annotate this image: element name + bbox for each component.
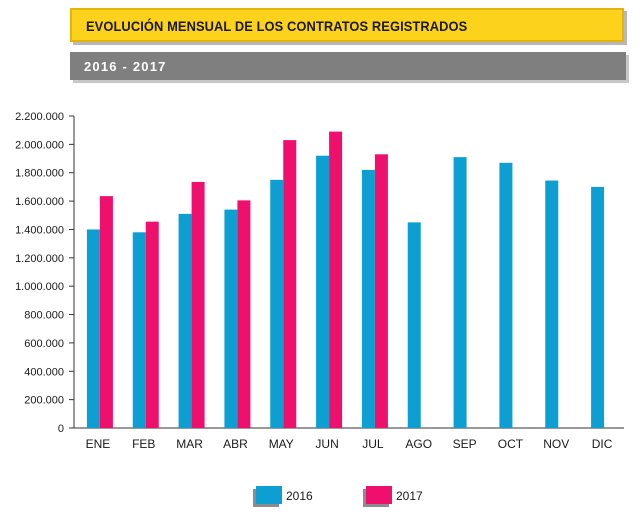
x-tick-label: FEB <box>132 437 155 451</box>
y-tick-label: 1.200.000 <box>15 253 64 265</box>
y-tick-label: 1.000.000 <box>15 281 64 293</box>
x-tick-label: JUN <box>315 437 338 451</box>
y-tick-label: 2.200.000 <box>15 111 64 123</box>
x-tick-label: MAY <box>269 437 294 451</box>
bar-2017-jul <box>374 154 388 429</box>
bar-2016-may <box>270 179 284 428</box>
bar-2016-sep <box>453 157 467 429</box>
legend-label-2016: 2016 <box>286 489 313 503</box>
bar-2016-nov <box>545 180 559 428</box>
bar-2017-feb <box>145 221 159 428</box>
x-tick-label: ENE <box>86 437 111 451</box>
y-tick-label: 800.000 <box>24 310 64 322</box>
bar-2016-jul <box>361 169 375 428</box>
x-tick-label: OCT <box>498 437 524 451</box>
bar-2016-ene <box>86 229 100 428</box>
bar-2017-may <box>283 140 297 429</box>
chart-title: EVOLUCIÓN MENSUAL DE LOS CONTRATOS REGIS… <box>86 18 468 34</box>
bar-2017-jun <box>329 131 343 428</box>
bar-2016-jun <box>316 155 330 428</box>
y-tick-label: 0 <box>58 423 64 435</box>
bar-2016-ago <box>407 222 421 428</box>
x-tick-label: JUL <box>362 437 384 451</box>
x-tick-label: SEP <box>453 437 477 451</box>
x-tick-label: DIC <box>592 437 613 451</box>
chart-subtitle: 2016 - 2017 <box>84 59 167 74</box>
legend-swatch-2017 <box>366 486 392 504</box>
x-tick-label: MAR <box>176 437 203 451</box>
x-tick-label: NOV <box>543 437 569 451</box>
legend-swatch-2016 <box>256 486 282 504</box>
y-tick-label: 1.800.000 <box>15 168 64 180</box>
bar-2017-abr <box>237 200 251 428</box>
y-tick-label: 400.000 <box>24 366 64 378</box>
bar-2016-dic <box>591 186 605 428</box>
y-tick-label: 1.600.000 <box>15 196 64 208</box>
y-tick-label: 1.400.000 <box>15 224 64 236</box>
bar-2016-abr <box>224 209 238 428</box>
chart-title-bar: EVOLUCIÓN MENSUAL DE LOS CONTRATOS REGIS… <box>70 8 624 42</box>
legend-label-2017: 2017 <box>396 489 423 503</box>
bar-2016-oct <box>499 162 513 429</box>
bar-2017-ene <box>99 196 113 428</box>
chart-subtitle-bar: 2016 - 2017 <box>70 52 626 80</box>
y-tick-label: 2.000.000 <box>15 139 64 151</box>
x-tick-label: AGO <box>405 437 432 451</box>
bar-2017-mar <box>191 181 205 428</box>
y-tick-label: 200.000 <box>24 395 64 407</box>
x-tick-label: ABR <box>223 437 248 451</box>
bar-2016-mar <box>178 213 192 428</box>
bar-2016-feb <box>132 232 146 428</box>
y-tick-label: 600.000 <box>24 338 64 350</box>
